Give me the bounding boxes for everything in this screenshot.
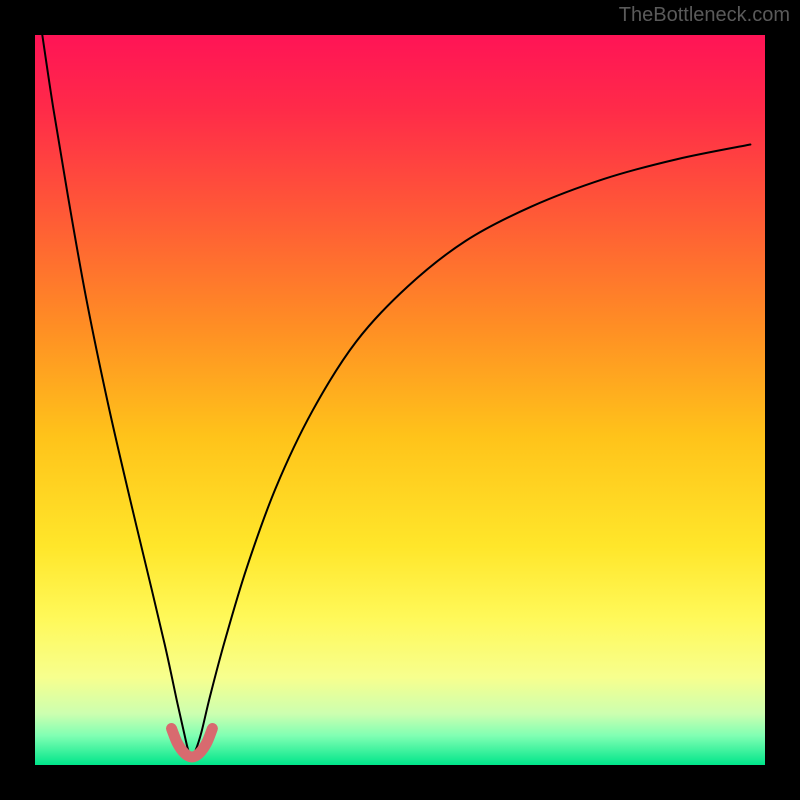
watermark-text: TheBottleneck.com [619,4,790,27]
bottleneck-chart [35,35,765,765]
chart-background [35,35,765,765]
chart-container [35,35,765,765]
